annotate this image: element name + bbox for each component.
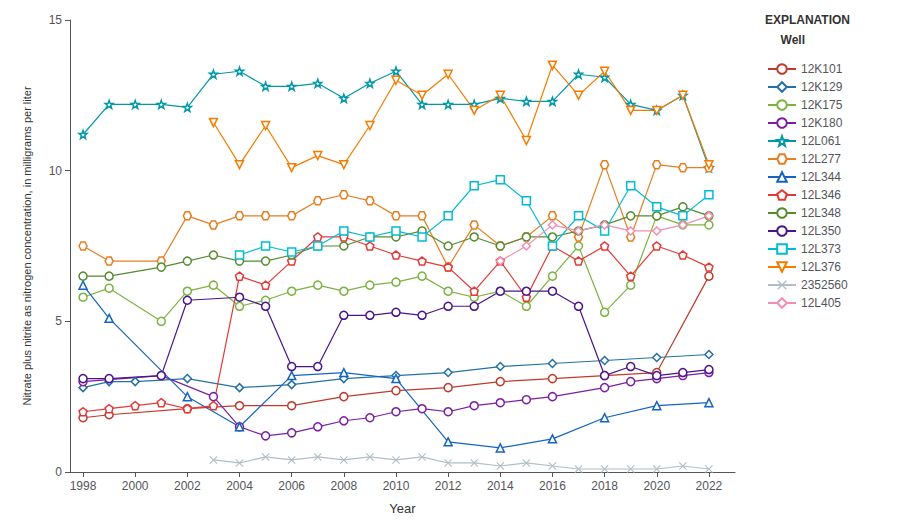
svg-text:2022: 2022	[696, 479, 723, 493]
svg-text:2010: 2010	[383, 479, 410, 493]
svg-text:2002: 2002	[174, 479, 201, 493]
svg-text:10: 10	[49, 164, 63, 178]
svg-text:Year: Year	[389, 501, 416, 516]
svg-text:2012: 2012	[435, 479, 462, 493]
svg-text:12L277: 12L277	[801, 152, 841, 166]
svg-text:2006: 2006	[278, 479, 305, 493]
svg-text:2016: 2016	[539, 479, 566, 493]
svg-text:5: 5	[55, 314, 62, 328]
svg-text:12L373: 12L373	[801, 242, 841, 256]
svg-text:12K180: 12K180	[801, 116, 843, 130]
svg-text:2352560: 2352560	[801, 278, 848, 292]
svg-text:2020: 2020	[643, 479, 670, 493]
svg-text:Well: Well	[781, 33, 805, 47]
svg-text:12L350: 12L350	[801, 224, 841, 238]
svg-text:1998: 1998	[70, 479, 97, 493]
svg-text:2004: 2004	[226, 479, 253, 493]
svg-text:2014: 2014	[487, 479, 514, 493]
svg-text:12L346: 12L346	[801, 188, 841, 202]
svg-text:12L348: 12L348	[801, 206, 841, 220]
svg-text:12L405: 12L405	[801, 296, 841, 310]
svg-text:EXPLANATION: EXPLANATION	[765, 13, 850, 27]
svg-text:12K101: 12K101	[801, 62, 843, 76]
svg-text:12K175: 12K175	[801, 98, 843, 112]
svg-text:2000: 2000	[122, 479, 149, 493]
svg-text:12L376: 12L376	[801, 260, 841, 274]
svg-text:15: 15	[49, 13, 63, 27]
svg-text:12L061: 12L061	[801, 134, 841, 148]
svg-text:2008: 2008	[330, 479, 357, 493]
svg-text:0: 0	[55, 465, 62, 479]
svg-text:12K129: 12K129	[801, 80, 843, 94]
svg-text:12L344: 12L344	[801, 170, 841, 184]
svg-text:2018: 2018	[591, 479, 618, 493]
svg-text:Nitrate plus nitrite as nitrog: Nitrate plus nitrite as nitrogen concent…	[21, 86, 33, 405]
